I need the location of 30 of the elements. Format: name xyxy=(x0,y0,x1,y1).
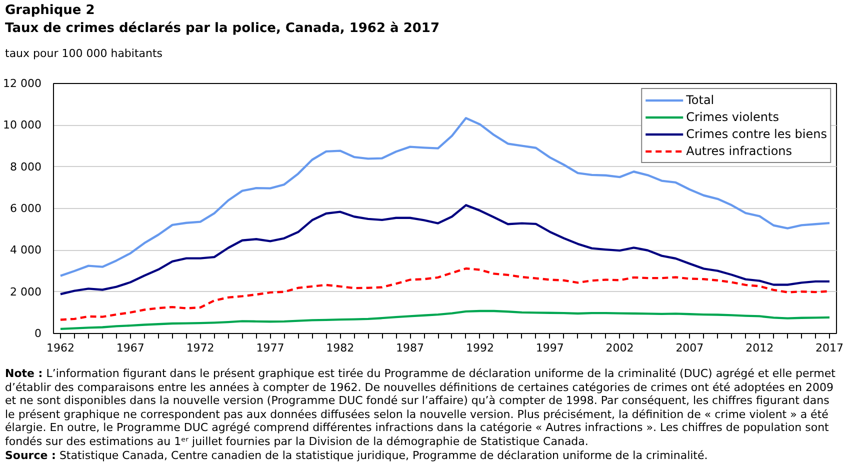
legend-label: Autres infractions xyxy=(686,143,792,159)
chart-title: Graphique 2 xyxy=(5,2,96,20)
y-tick-label: 10 000 xyxy=(3,118,42,132)
x-tick-label: 1962 xyxy=(46,342,74,354)
y-tick-label: 8 000 xyxy=(10,160,42,174)
y-tick-label: 6 000 xyxy=(10,202,42,215)
y-tick-label: 2 000 xyxy=(10,285,42,298)
x-tick-label: 2017 xyxy=(816,342,844,354)
x-tick-label: 1997 xyxy=(536,342,564,354)
x-tick-label: 1967 xyxy=(116,342,144,354)
x-tick-label: 1987 xyxy=(396,342,424,354)
legend-label: Total xyxy=(686,92,714,108)
y-tick-label: 4 000 xyxy=(10,244,42,257)
x-tick-label: 1982 xyxy=(326,342,354,354)
x-tick-label: 1972 xyxy=(186,342,214,354)
x-tick-label: 2007 xyxy=(676,342,704,354)
x-tick-label: 2012 xyxy=(746,342,774,354)
chart-subtitle: Taux de crimes déclarés par la police, Canada, 1962 à 2017 xyxy=(5,20,440,38)
text: Note : L’information figurant dans le présent graphique est tirée du Programme de déclaration uniforme de la criminalité (DUC) agrégé et elle permet d’établir des comparaisons entre les années à compter de 1962. De nouvelles définitions de certaines catégories de crimes ont été adoptées en 2009 et ne sont disponibles dans la nouvelle version (Programme DUC fondé sur l’affaire) qu’à compter de 1998. Par conséquent, les chiffres figurant dans le présent graphique ne correspondent pas aux données diffusées selon la nouvelle version. Plus précisément, la définition de « crime violent » a été élargie. En outre, le Programme DUC agrégé comprend différentes infractions dans la catégorie « Autres infractions ». Les chiffres de population sont fondés sur des estimations au 1ᵉʳ juillet fournies par la Division de la démographie de Statistique Canada. xyxy=(5,367,836,449)
x-tick-label: 1977 xyxy=(256,342,284,354)
x-tick-label: 2002 xyxy=(606,342,634,354)
x-tick-label: 1992 xyxy=(466,342,494,354)
y-tick-label: 12 000 xyxy=(3,77,42,90)
y-tick-label: 0 xyxy=(34,327,42,340)
source-note: Source : Statistique Canada, Centre canadien de la statistique juridique, Programme de déclaration uniforme de la criminalité. xyxy=(5,448,709,462)
legend-label: Crimes contre les biens xyxy=(686,126,827,142)
y-axis-title: taux pour 100 000 habitants xyxy=(5,47,164,61)
line-series xyxy=(59,204,831,296)
line-series xyxy=(59,310,831,330)
legend-label: Crimes violents xyxy=(686,109,779,125)
